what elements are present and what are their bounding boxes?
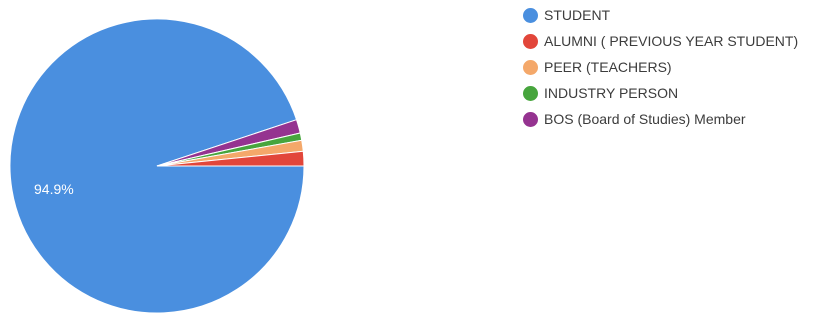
legend-item-peer: PEER (TEACHERS) [523,58,837,77]
legend-swatch-peer [523,60,538,75]
legend-item-industry: INDUSTRY PERSON [523,84,837,103]
legend-label-bos: BOS (Board of Studies) Member [544,111,746,127]
legend-swatch-bos [523,112,538,127]
slice-label-student: 94.9% [34,181,74,197]
legend-item-alumni: ALUMNI ( PREVIOUS YEAR STUDENT) [523,32,837,51]
legend-label-alumni: ALUMNI ( PREVIOUS YEAR STUDENT) [544,33,799,49]
legend-label-industry: INDUSTRY PERSON [544,85,679,101]
chart-legend: STUDENT ALUMNI ( PREVIOUS YEAR STUDENT) … [523,6,837,136]
legend-swatch-alumni [523,34,538,49]
legend-swatch-industry [523,86,538,101]
legend-item-student: STUDENT [523,6,837,25]
legend-label-peer: PEER (TEACHERS) [544,59,672,75]
legend-swatch-student [523,8,538,23]
legend-item-bos: BOS (Board of Studies) Member [523,110,837,129]
legend-label-student: STUDENT [544,7,611,23]
pie-slice-alumni [156,150,305,167]
